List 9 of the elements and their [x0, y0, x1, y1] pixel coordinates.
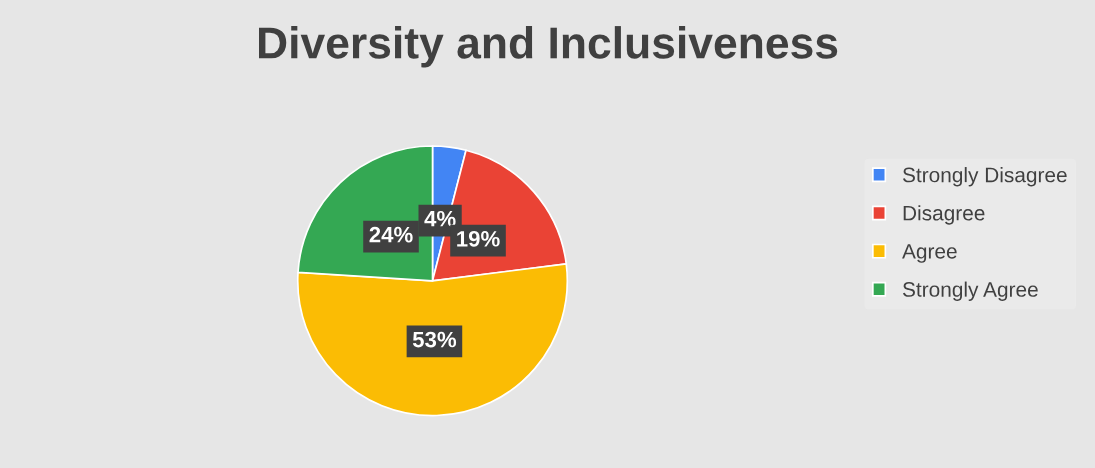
data-label: 4%	[424, 210, 456, 227]
legend-label: Strongly Agree	[902, 281, 1038, 301]
data-label: 19%	[457, 230, 500, 247]
legend-label: Agree	[902, 244, 957, 263]
legend-label: Disagree	[903, 205, 985, 225]
data-label: 53%	[412, 331, 457, 348]
chart-title: Diversity and Inclusiveness	[259, 26, 838, 68]
data-label: 24%	[369, 226, 413, 243]
legend-label: Strongly Disagree	[902, 167, 1067, 187]
